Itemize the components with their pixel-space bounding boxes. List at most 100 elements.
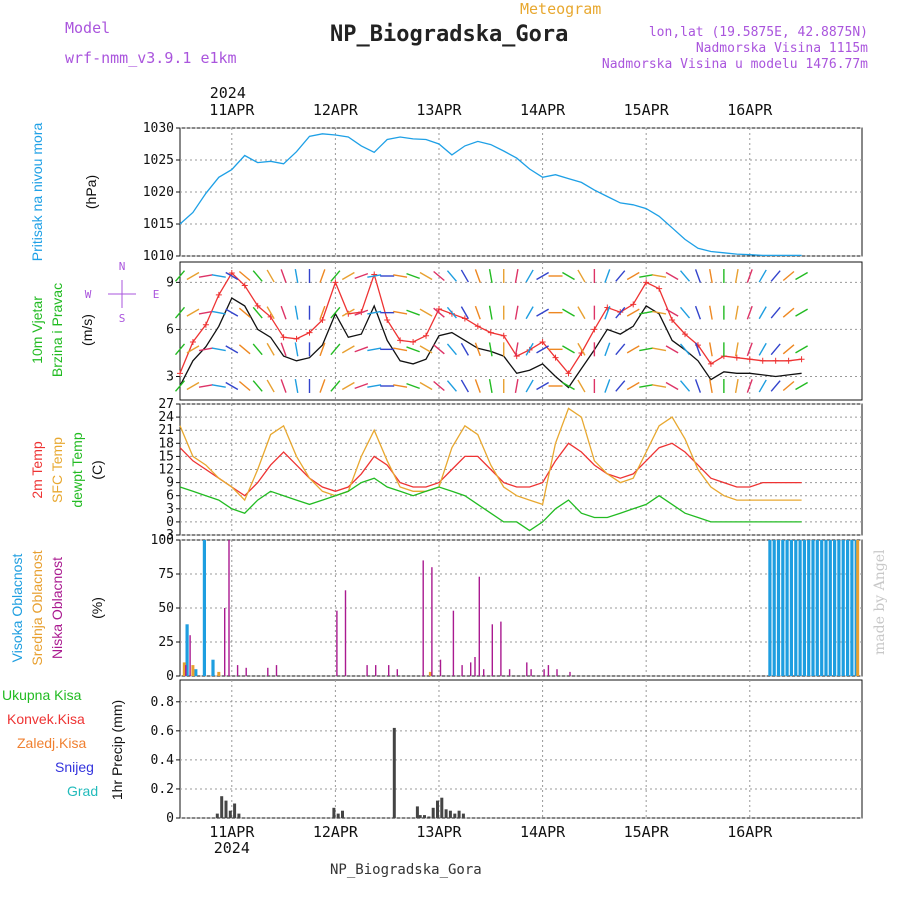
wind-arrow bbox=[406, 346, 420, 353]
wind-arrow bbox=[652, 347, 667, 352]
clouds-low-bar bbox=[336, 610, 338, 676]
wind-arrow bbox=[252, 306, 263, 319]
gust-marker bbox=[733, 354, 740, 361]
precip-total-bar bbox=[423, 815, 426, 818]
wind-arrow bbox=[536, 271, 549, 281]
precip-ytick-label: 0.8 bbox=[151, 695, 174, 710]
clouds-low-bar bbox=[344, 590, 347, 676]
temperature-ytick-label: -3 bbox=[158, 528, 174, 543]
wind-arrow bbox=[474, 342, 481, 357]
wind-arrow bbox=[652, 310, 667, 315]
wind-arrow bbox=[770, 270, 781, 282]
model-elevation-text: Nadmorska Visina u modelu 1476.77m bbox=[601, 57, 868, 72]
wind-arrow bbox=[446, 270, 457, 282]
clouds-low-bar bbox=[547, 665, 550, 676]
wind-arrow bbox=[639, 310, 654, 315]
wind-arrow bbox=[419, 381, 433, 391]
wind-arrow bbox=[198, 310, 213, 315]
wind-arrow bbox=[266, 306, 275, 320]
wind-ylabel-1: 10m Vjetar bbox=[29, 296, 45, 364]
pressure-ytick-label: 1025 bbox=[143, 153, 174, 168]
wind-arrow bbox=[433, 307, 445, 318]
wind-arrow bbox=[354, 272, 369, 280]
wind-arrow bbox=[174, 380, 186, 392]
wind-arrow bbox=[562, 345, 575, 354]
wind-arrow bbox=[734, 268, 739, 284]
clouds-high-bar bbox=[211, 659, 215, 676]
precip-total-bar bbox=[448, 810, 452, 818]
wind-arrow bbox=[406, 309, 420, 316]
compass-e: E bbox=[153, 288, 160, 301]
temperature-sfc-line bbox=[179, 407, 802, 506]
precip-legend-item: Grad bbox=[67, 783, 98, 799]
wind-arrow bbox=[782, 307, 795, 318]
precip-legend-item: Snijeg bbox=[55, 759, 94, 775]
clouds-high-bar bbox=[802, 540, 806, 676]
precip-total-bar bbox=[233, 803, 237, 818]
gust-marker bbox=[254, 302, 261, 309]
gust-marker bbox=[669, 317, 676, 324]
clouds-mid-bar bbox=[428, 671, 432, 676]
wind-arrow bbox=[758, 379, 767, 393]
wind-arrow bbox=[446, 380, 457, 392]
precip-legend-item: Ukupna Kisa bbox=[2, 687, 82, 703]
precip-total-bar bbox=[457, 810, 461, 818]
wind-arrow bbox=[174, 270, 186, 282]
wind-arrow bbox=[330, 270, 341, 282]
clouds-high-bar bbox=[798, 540, 802, 676]
wind-arrow bbox=[446, 343, 457, 356]
bottom-x-tick-label: 13APR bbox=[416, 823, 462, 841]
gust-marker bbox=[474, 323, 481, 330]
gust-marker bbox=[707, 360, 714, 367]
page-title: NP_Biogradska_Gora bbox=[330, 22, 569, 47]
wind-arrow bbox=[266, 342, 275, 356]
wind-arrow bbox=[280, 342, 287, 357]
bottom-x-tick-label: 12APR bbox=[313, 823, 359, 841]
gust-marker bbox=[397, 337, 404, 344]
wind-arrow bbox=[746, 305, 753, 320]
pressure-ytick-label: 1020 bbox=[143, 185, 174, 200]
wind-arrow bbox=[341, 381, 355, 391]
gust-marker bbox=[591, 326, 598, 333]
clouds-low-bar bbox=[185, 665, 187, 676]
cloud-unit: (%) bbox=[89, 597, 105, 619]
wind-arrow bbox=[615, 380, 626, 392]
gust-marker bbox=[785, 357, 792, 364]
wind-arrow bbox=[460, 379, 469, 393]
clouds-mid-bar bbox=[191, 665, 195, 676]
wind-arrow bbox=[782, 380, 795, 392]
clouds-low-bar bbox=[461, 665, 463, 676]
precip-panel bbox=[176, 679, 863, 819]
compass-n: N bbox=[119, 260, 126, 273]
wind-arrow bbox=[709, 268, 713, 284]
meteogram-label: Meteogram bbox=[520, 0, 602, 18]
temperature-ytick-label: 6 bbox=[166, 489, 174, 504]
precip-total-bar bbox=[431, 807, 435, 818]
precip-frame bbox=[179, 679, 863, 819]
top-x-tick-label: 15APR bbox=[624, 101, 670, 119]
clouds-ytick-label: 100 bbox=[151, 533, 174, 548]
wind-arrow bbox=[280, 305, 287, 320]
wind-arrow bbox=[211, 274, 226, 278]
wind-arrow bbox=[474, 269, 481, 283]
wind-arrow bbox=[393, 310, 408, 315]
wind-arrow bbox=[433, 380, 445, 392]
precip-total-bar bbox=[453, 813, 457, 818]
clouds-low-bar bbox=[224, 608, 226, 676]
gust-marker bbox=[487, 329, 494, 336]
wind-arrow bbox=[795, 381, 808, 391]
wind-arrow bbox=[225, 308, 239, 317]
compass-w: W bbox=[85, 288, 92, 301]
wind-arrow bbox=[694, 305, 702, 320]
temperature-panel bbox=[176, 403, 863, 536]
wind-frame bbox=[179, 261, 863, 401]
wind-arrow bbox=[770, 306, 781, 319]
wind-arrow bbox=[238, 380, 251, 392]
temperature-ytick-label: 21 bbox=[158, 423, 174, 438]
gust-marker bbox=[513, 353, 520, 360]
wind-arrow bbox=[615, 306, 626, 319]
wind-arrow bbox=[367, 274, 382, 278]
high-cloud-ylabel: Visoka Oblacnost bbox=[9, 554, 25, 663]
wind-arrow bbox=[639, 347, 654, 352]
